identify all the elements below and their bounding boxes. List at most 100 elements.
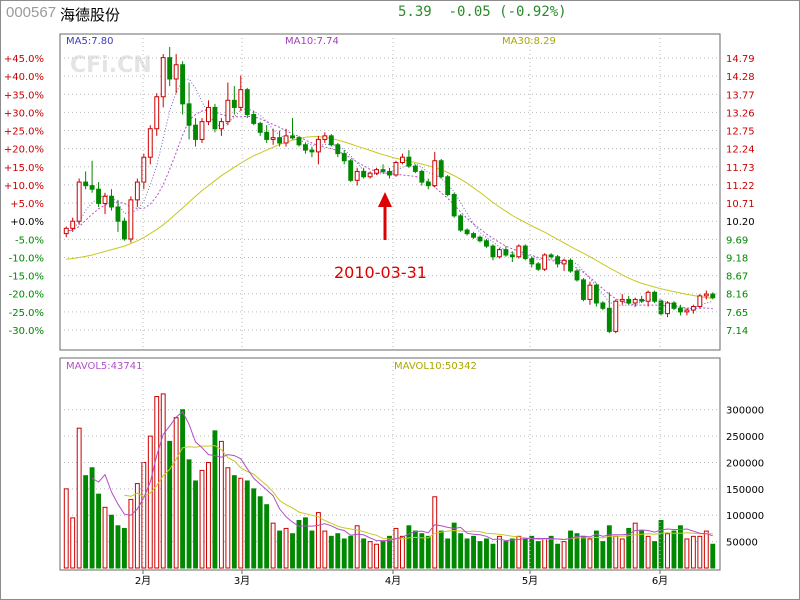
volume-bar: [199, 469, 205, 569]
price-panel-frame: [59, 33, 721, 351]
candle: [283, 128, 289, 147]
candle-body: [710, 293, 716, 299]
volume-bar: [244, 480, 250, 569]
candle: [613, 299, 619, 334]
candle: [593, 283, 599, 307]
percent-tick-label: +10.0%: [4, 181, 44, 192]
candle: [606, 292, 612, 334]
volume-bar: [399, 535, 405, 569]
candle: [503, 246, 509, 257]
candle-body: [348, 160, 354, 181]
candle: [516, 244, 522, 259]
volume-bar: [315, 512, 321, 569]
volume-bar: [206, 461, 211, 569]
candle-body: [290, 135, 295, 139]
candle-body: [516, 245, 522, 258]
candle: [710, 292, 716, 300]
candle: [509, 251, 515, 263]
volume-bar: [522, 538, 528, 569]
candle-body: [619, 298, 625, 302]
candle: [658, 299, 664, 316]
candle-body: [147, 128, 153, 158]
volume-bar: [225, 467, 231, 569]
volume-bar: [581, 535, 586, 569]
candle-body: [238, 89, 244, 108]
candle: [619, 294, 625, 305]
candle: [632, 297, 638, 307]
candle-body: [412, 165, 418, 172]
volume-bar: [438, 530, 444, 569]
percent-tick-label: +0.0%: [10, 217, 44, 228]
volume-bar: [496, 535, 502, 569]
candle-body: [496, 249, 502, 258]
candle-body: [671, 302, 677, 309]
candle-body: [354, 170, 360, 181]
candle: [231, 86, 237, 115]
candle: [529, 256, 535, 268]
candle: [690, 304, 696, 314]
candle-body: [115, 206, 121, 222]
volume-bar: [535, 541, 541, 569]
volume-bar: [568, 530, 573, 569]
volume-bar: [593, 530, 599, 569]
volume-bar: [425, 535, 431, 569]
candle: [63, 226, 69, 238]
price-tick-label: 9.18: [726, 253, 748, 264]
candle-body: [83, 181, 89, 187]
candle-body: [264, 131, 270, 140]
candle: [574, 269, 580, 282]
price-panel: CFi.CN +45.0% +40.0% +35.0% +30.0% +25.0% +20…: [4, 33, 755, 351]
volume-bar: [393, 527, 399, 569]
candle-body: [665, 302, 670, 315]
candle: [406, 150, 412, 168]
stock-name: 海德股份: [60, 6, 121, 24]
month-tick-label: 3月: [234, 575, 250, 587]
volume-bar: [445, 538, 451, 569]
candle-body: [464, 229, 470, 235]
price-tick-label: 11.73: [726, 163, 755, 174]
candle: [561, 258, 567, 271]
volume-bar: [419, 533, 425, 569]
candle: [244, 87, 250, 119]
volume-bar: [218, 440, 224, 569]
volume-bar: [484, 538, 489, 569]
month-tick-label: 6月: [652, 575, 668, 587]
candle: [238, 75, 244, 111]
candle: [83, 171, 89, 190]
volume-bar: [710, 543, 716, 569]
volume-bar: [134, 483, 140, 569]
volume-bar: [154, 396, 160, 569]
annotation-date: 2010-03-31: [334, 263, 427, 282]
volume-bar: [367, 541, 373, 569]
candle-body: [109, 195, 114, 208]
candle: [471, 231, 476, 239]
percent-tick-label: -10.0%: [9, 253, 44, 264]
candle-body: [96, 188, 101, 204]
candle-body: [270, 137, 276, 140]
candle-body: [160, 57, 166, 98]
candle: [542, 253, 548, 271]
candle-body: [568, 259, 573, 272]
candle-body: [678, 307, 683, 313]
volume-bar: [290, 533, 295, 569]
month-axis: 2月 3月 4月 5月 6月: [135, 34, 668, 587]
candle: [652, 290, 658, 303]
candle-body: [134, 181, 140, 201]
candle: [587, 281, 593, 305]
volume-bar: [335, 533, 341, 569]
volume-bar: [406, 525, 412, 569]
candle: [206, 100, 211, 126]
volume-bar: [348, 535, 354, 569]
candle-body: [335, 144, 341, 155]
candle-body: [374, 169, 380, 174]
volume-bar: [619, 538, 625, 569]
volume-bar: [645, 535, 651, 569]
candle: [665, 301, 670, 318]
volume-bar: [160, 393, 166, 569]
volume-bar: [432, 496, 438, 569]
price-change: -0.05: [448, 4, 491, 20]
candle-body: [477, 236, 483, 242]
candle: [490, 244, 496, 261]
candle-body: [606, 307, 612, 332]
volume-bar: [89, 467, 95, 569]
